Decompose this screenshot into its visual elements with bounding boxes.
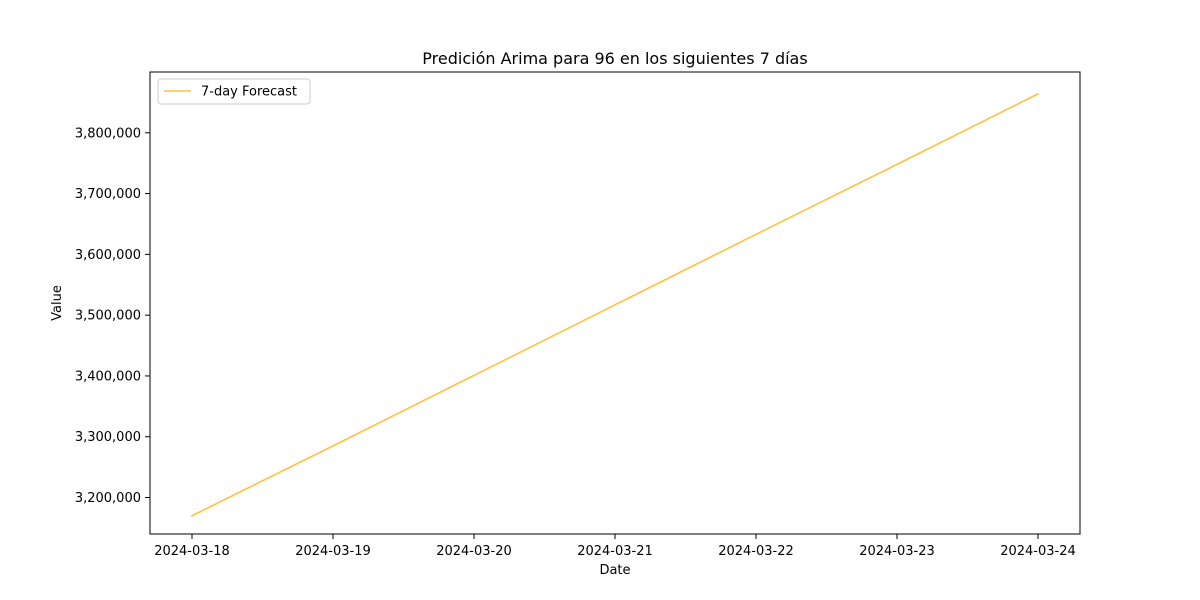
x-axis-label: Date xyxy=(599,563,630,578)
plot-background xyxy=(150,72,1080,534)
y-tick-label: 3,500,000 xyxy=(75,309,141,324)
series-layer xyxy=(191,93,1039,517)
chart-title: Predición Arima para 96 en los siguiente… xyxy=(422,49,807,68)
x-tick-label: 2024-03-22 xyxy=(718,544,794,559)
legend-label-7-day-forecast: 7-day Forecast xyxy=(201,85,297,100)
y-axis: 3,200,000 3,300,000 3,400,000 3,500,000 3,60… xyxy=(75,126,150,506)
y-tick-label: 3,300,000 xyxy=(75,430,141,445)
x-tick-label: 2024-03-21 xyxy=(577,544,653,559)
x-tick-label: 2024-03-23 xyxy=(859,544,935,559)
plot-frame xyxy=(149,71,1081,535)
y-tick-label: 3,700,000 xyxy=(75,187,141,202)
x-tick-label: 2024-03-20 xyxy=(436,544,512,559)
y-axis-label: Value xyxy=(50,285,65,321)
legend-box xyxy=(157,78,311,105)
legend: 7-day Forecast xyxy=(157,78,311,105)
y-tick-label: 3,200,000 xyxy=(75,491,141,506)
y-tick-label: 3,600,000 xyxy=(75,248,141,263)
x-tick-label: 2024-03-24 xyxy=(1000,544,1076,559)
x-tick-label: 2024-03-19 xyxy=(295,544,371,559)
x-tick-label: 2024-03-18 xyxy=(154,544,230,559)
plot-area xyxy=(150,72,1080,534)
series-line-7-day-forecast xyxy=(191,93,1039,517)
x-axis: 2024-03-18 2024-03-19 2024-03-20 2024-03-21… xyxy=(154,534,1076,559)
y-tick-label: 3,400,000 xyxy=(75,369,141,384)
y-tick-label: 3,800,000 xyxy=(75,126,141,141)
